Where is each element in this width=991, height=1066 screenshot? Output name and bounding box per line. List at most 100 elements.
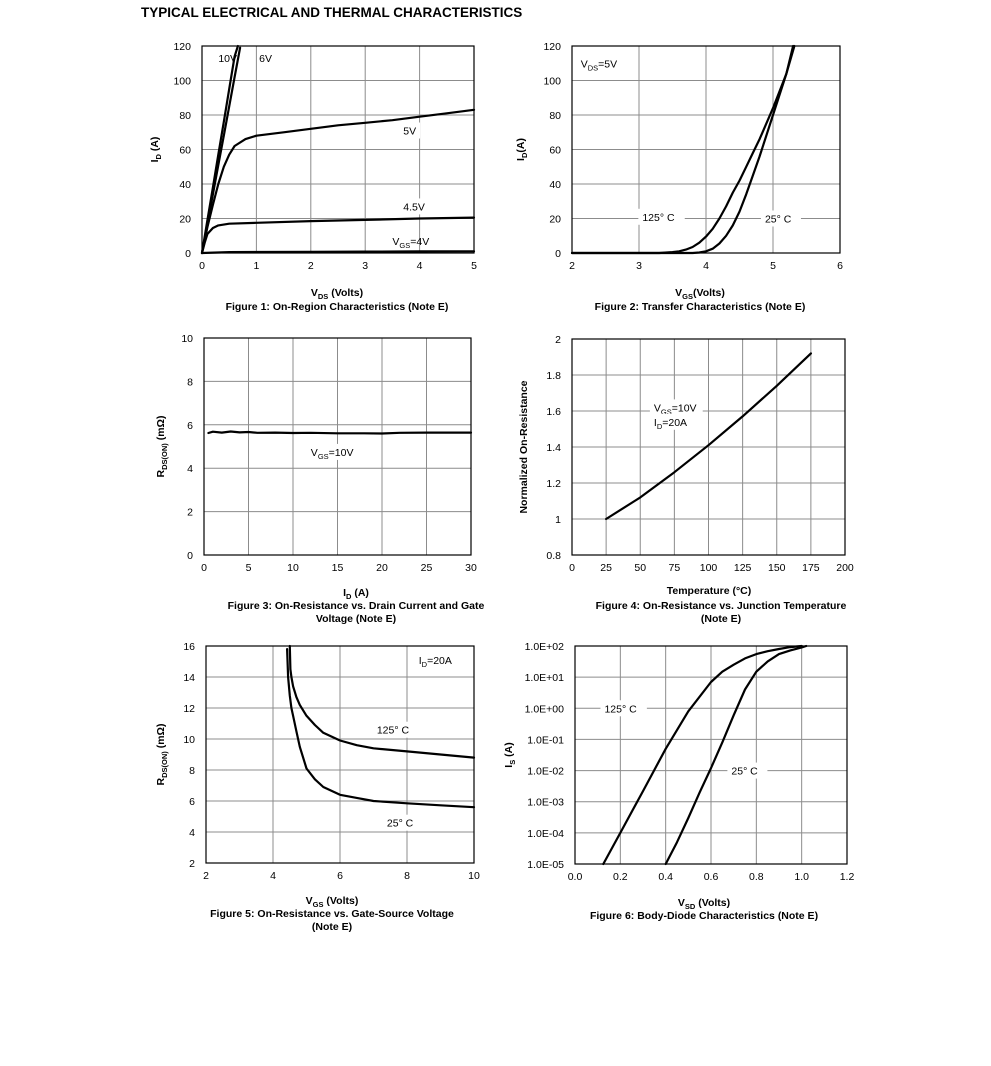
figure-caption: Figure 6: Body-Diode Characteristics (No… [590,910,818,922]
annotation-backdrop [649,413,697,430]
y-tick-label: 0 [185,248,191,260]
annotation-label-sub: GS [399,241,410,250]
series-line [207,430,473,435]
annotation-backdrop [306,443,360,460]
figure-4: 0 25 50 75 100 125 150 175 200 0.8 1 1.2 1.4 1.6 1.8 2 V… [518,334,854,625]
y-tick-label: 1.0E-02 [527,766,564,778]
x-tick-label: 5 [770,260,776,272]
y-tick-label: 100 [543,76,561,88]
x-axis-label-rest: (Volts) [693,287,725,299]
x-tick-label: 150 [768,562,786,574]
y-tick-label: 6 [189,796,195,808]
y-tick-label: 80 [549,110,561,122]
x-tick-label: 50 [634,562,646,574]
y-tick-label: 100 [173,76,191,88]
series-line [200,108,476,255]
y-tick-label: 2 [187,507,193,519]
annotation-label: 125° C [642,212,675,224]
x-axis-label-sub: D [346,592,352,601]
x-axis-label-sub: GS [313,900,324,909]
y-axis-label-sub: D [520,152,529,158]
x-tick-label: 1.0 [794,871,809,883]
annotation-label-rest: =10V [672,402,697,414]
x-tick-label: 5 [471,260,477,272]
annotation-label: ID=20A [419,655,452,669]
x-axis-label: Temperature (°C) [667,585,752,597]
y-tick-label: 1.6 [546,406,561,418]
x-axis-label: VSD (Volts) [678,897,730,911]
y-tick-label: 40 [549,179,561,191]
annotation-label-main: 4.5V [403,201,425,213]
x-tick-label: 0.6 [704,871,719,883]
x-tick-label: 4 [703,260,709,272]
y-axis-label-sub: DS(ON) [160,751,169,778]
y-tick-label: 1.0E-05 [527,859,564,871]
figure-caption: Voltage (Note E) [316,613,396,625]
y-axis-label-rest: (mΩ) [155,416,167,444]
annotation-label-main: 10V [218,53,237,65]
x-tick-label: 4 [270,870,276,882]
y-tick-label: 2 [189,858,195,870]
plot-frame [205,645,475,864]
y-axis-label: ID(A) [515,138,529,161]
x-axis-label-rest: (Volts) [328,287,363,299]
annotation-label-rest: =20A [427,655,452,667]
y-axis-label-sub: DS(ON) [160,443,169,470]
figure-6: 0.0 0.2 0.4 0.6 0.8 1.0 1.2 1.0E-05 1.0E-04 1.0E-… [503,641,854,922]
y-axis-label-main: Normalized On-Resistance [518,380,530,513]
annotation-label-main: 6V [259,53,272,65]
x-tick-label: 0.4 [658,871,673,883]
x-axis-label-main: Temperature (°C) [667,585,752,597]
series-line [602,644,803,866]
annotation-label: VGS=10V [311,447,354,461]
y-axis-label-main: R [155,777,167,785]
x-tick-label: 200 [836,562,854,574]
x-axis-label-rest: (A) [351,587,369,599]
annotation-backdrop [600,700,647,717]
x-tick-label: 125 [734,562,752,574]
figure-caption: Figure 4: On-Resistance vs. Junction Tem… [596,600,847,612]
x-tick-label: 8 [404,870,410,882]
x-tick-label: 3 [636,260,642,272]
y-tick-label: 80 [179,110,191,122]
series-line [200,216,476,255]
x-tick-label: 30 [465,562,477,574]
plot-frame [571,338,846,556]
series-line [570,44,796,255]
y-tick-label: 1.0E-04 [527,828,564,840]
series-line [664,644,808,866]
annotation-label: 25° C [387,818,414,830]
x-axis-label-main: V [675,287,682,299]
y-tick-label: 60 [179,145,191,157]
y-tick-label: 120 [173,41,191,53]
annotation-backdrop [638,208,685,225]
annotation-label-main: 25° C [765,214,792,226]
y-axis-label-main: I [515,158,527,161]
x-tick-label: 0 [199,260,205,272]
figure-caption: (Note E) [312,921,352,933]
y-tick-label: 1.0E-03 [527,797,564,809]
y-axis-label: IS (A) [503,742,517,767]
annotation-label-main: 125° C [604,703,637,715]
annotation-label-main: V [654,402,661,414]
y-tick-label: 40 [179,179,191,191]
annotation-label: 4.5V [403,201,425,213]
figure-caption: Figure 3: On-Resistance vs. Drain Curren… [228,600,485,612]
x-tick-label: 20 [376,562,388,574]
annotation-label-sub: GS [661,407,672,416]
y-axis-label-main: I [503,765,515,768]
y-tick-label: 6 [187,420,193,432]
annotation-label-sub: D [422,660,428,669]
annotation-label: VDS=5V [581,58,617,72]
y-tick-label: 14 [183,672,195,684]
annotation-backdrop [760,210,801,227]
x-axis-label-main: V [306,895,313,907]
y-axis-label: RDS(ON) (mΩ) [155,416,169,478]
x-axis-label: VGS(Volts) [675,287,725,301]
annotation-backdrop [399,198,433,215]
figure-5: 2 4 6 8 10 2 4 6 8 10 12 14 16 ID=20A 125° C 25° C VGS (… [155,641,480,933]
annotation-label: 25° C [765,214,792,226]
y-axis-label-rest: (A) [515,138,527,153]
y-axis-label: ID (A) [149,137,163,163]
